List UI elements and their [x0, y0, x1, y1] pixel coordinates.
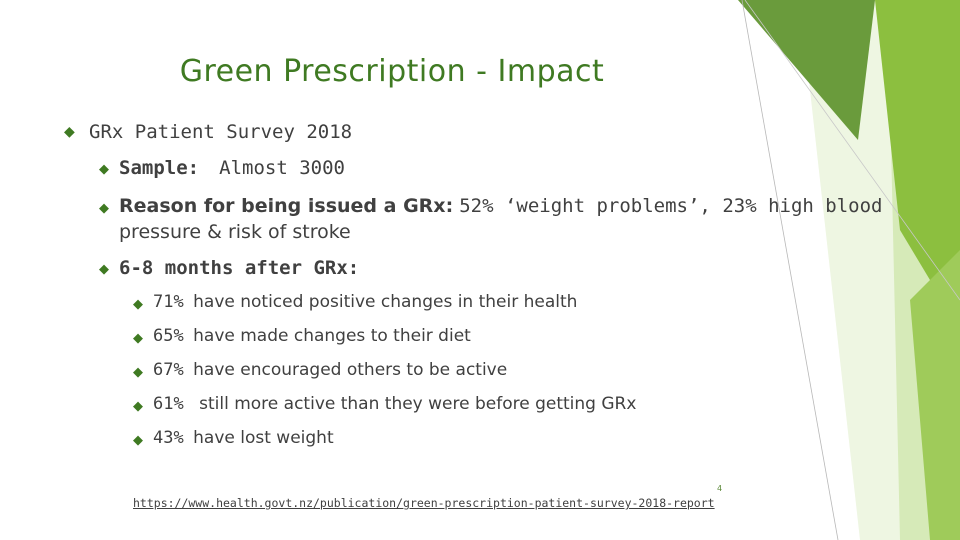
sample-line: Sample: Almost 3000 — [119, 157, 345, 179]
sample-label: Sample: — [119, 157, 200, 179]
result-text: have encouraged others to be active — [193, 360, 508, 380]
reason-line-2: pressure & risk of stroke — [119, 221, 351, 243]
diamond-bullet-icon: ◆ — [99, 162, 109, 177]
result-percent: 67% — [153, 360, 184, 380]
diamond-bullet-icon: ◆ — [133, 433, 143, 448]
list-item: 71% have noticed positive changes in the… — [153, 292, 577, 312]
diamond-bullet-icon: ◆ — [133, 399, 143, 414]
result-percent: 65% — [153, 326, 184, 346]
result-percent: 71% — [153, 292, 184, 312]
page-number: 4 — [717, 484, 723, 493]
result-text: have lost weight — [193, 428, 334, 448]
diamond-bullet-icon: ◆ — [133, 365, 143, 380]
reason-line: Reason for being issued a GRx: 52% ‘weig… — [119, 195, 882, 217]
slide-title: Green Prescription - Impact — [179, 54, 605, 89]
diamond-bullet-icon: ◆ — [133, 297, 143, 312]
months-heading: 6-8 months after GRx: — [119, 257, 360, 279]
list-item: 43% have lost weight — [153, 428, 334, 448]
result-text: have made changes to their diet — [193, 326, 471, 346]
facet-line-1 — [741, 0, 839, 540]
sample-value: Almost 3000 — [219, 157, 345, 179]
facet-line-2 — [744, 0, 960, 301]
diamond-bullet-icon: ◆ — [99, 262, 109, 277]
survey-heading: GRx Patient Survey 2018 — [89, 121, 352, 143]
diamond-bullet-icon: ◆ — [133, 331, 143, 346]
result-percent: 43% — [153, 428, 184, 448]
result-text: have noticed positive changes in their h… — [193, 292, 578, 312]
facet-mid — [910, 250, 960, 540]
diamond-bullet-icon: ◆ — [99, 201, 109, 216]
reason-value: 52% ‘weight problems’, 23% high blood — [459, 195, 883, 217]
reason-label: Reason for being issued a GRx: — [119, 195, 454, 217]
diamond-bullet-icon: ◆ — [64, 124, 75, 140]
list-item: 65% have made changes to their diet — [153, 326, 471, 346]
source-link[interactable]: https://www.health.govt.nz/publication/g… — [133, 496, 715, 510]
list-item: 61% still more active than they were bef… — [153, 394, 636, 414]
survey-heading-text: GRx Patient Survey 2018 — [89, 121, 353, 143]
result-text: still more active than they were before … — [199, 394, 637, 414]
result-percent: 61% — [153, 394, 184, 414]
facet-dark — [738, 0, 875, 140]
list-item: 67% have encouraged others to be active — [153, 360, 507, 380]
facet-bright — [875, 0, 960, 330]
